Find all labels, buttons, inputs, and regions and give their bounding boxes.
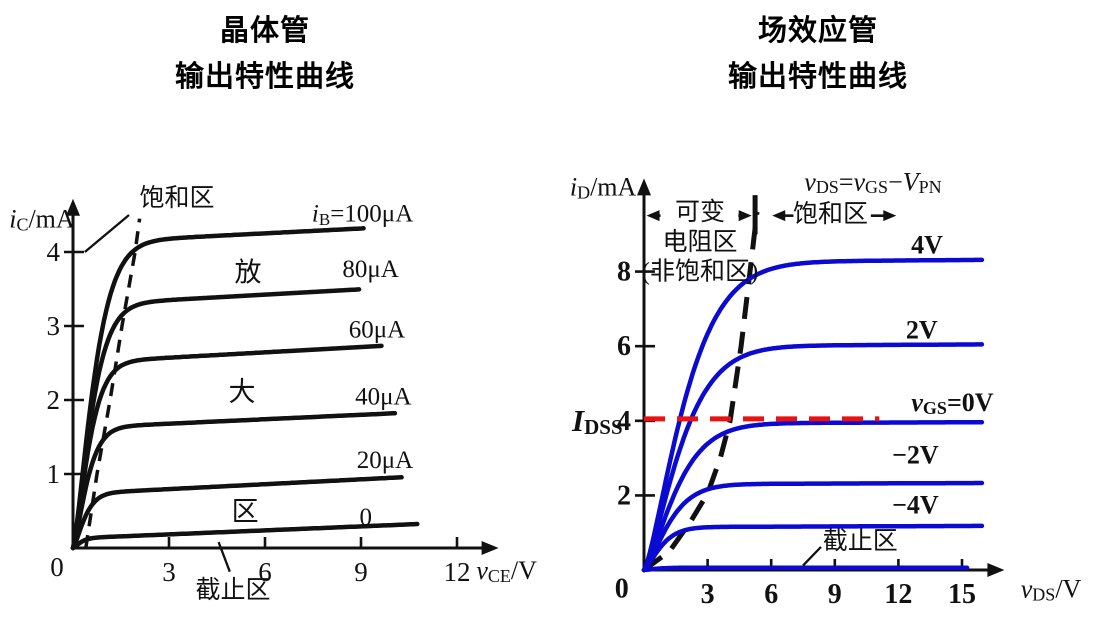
saturation-boundary-dashed — [84, 218, 142, 549]
x-tick-label: 3 — [162, 557, 176, 587]
curve-vgs-2v — [641, 342, 985, 573]
x-tick-label: 3 — [701, 579, 715, 610]
left-chart-title-line2: 输出特性曲线 — [174, 61, 355, 93]
right-chart-title-line2: 输出特性曲线 — [727, 61, 908, 93]
y-tick-label: 6 — [617, 331, 631, 362]
idss-label: IDSS — [571, 403, 623, 439]
curve-label-ib-40uA: 40μA — [355, 383, 411, 410]
fet-output-chart: 3 6 9 12 15 2 4 6 8 0 vDS/V iD/mA 4V 2V vGS=0V −2V −4V vD… — [570, 167, 1082, 610]
curve-vgs-4v — [641, 257, 985, 573]
x-axis-label: vDS/V — [1021, 574, 1082, 604]
curve-label-vgs-0v: vGS=0V — [911, 388, 993, 418]
cutoff-pointer — [217, 541, 231, 573]
pinchoff-boundary-dashed — [642, 211, 760, 573]
y-tick-label: 2 — [617, 480, 631, 511]
x-tick-label: 6 — [764, 579, 778, 610]
y-tick-label: 2 — [47, 385, 61, 415]
left-chart-title-line1: 晶体管 — [219, 15, 310, 47]
y-tick-label: 3 — [47, 311, 61, 341]
range-arrow-left-in-head — [646, 210, 660, 222]
y-axis-label: iC/mA — [9, 204, 75, 234]
x-tick-label: 9 — [354, 557, 368, 587]
y-tick-label: 4 — [617, 405, 631, 436]
cutoff-pointer — [802, 546, 822, 567]
origin-label: 0 — [50, 552, 64, 582]
curve-ib-100uA — [70, 226, 366, 551]
y-axis-arrow — [637, 178, 651, 196]
curve-label-ib-60uA: 60μA — [349, 316, 405, 343]
cutoff-region-label: 截止区 — [195, 576, 270, 604]
range-arrow-right-out-head — [883, 210, 897, 222]
y-axis-arrow — [66, 198, 80, 216]
x-tick-label: 12 — [884, 579, 912, 610]
curve-vgs-neg2v — [641, 480, 985, 573]
range-arrow-right-in-head — [772, 210, 786, 222]
saturation-pointer — [84, 214, 130, 253]
curve-label-vgs-neg2v: −2V — [892, 440, 939, 469]
x-tick-label: 6 — [258, 557, 272, 587]
x-tick-label: 9 — [828, 579, 842, 610]
curve-ib-80uA — [70, 287, 362, 551]
variable-resistance-line1: 可变 — [675, 197, 725, 225]
curve-ib-40uA — [70, 410, 398, 551]
curve-ib-0 — [70, 521, 420, 551]
x-tick-label: 12 — [444, 557, 471, 587]
saturation-region-label: 饱和区 — [793, 199, 868, 227]
variable-resistance-line3: (非饱和区) — [642, 257, 759, 285]
right-chart-title-line1: 场效应管 — [757, 15, 878, 47]
boundary-equation: vDS=vGS−VPN — [804, 167, 941, 197]
curve-label-vgs-2v: 2V — [906, 315, 938, 344]
saturation-region-label: 饱和区 — [139, 183, 214, 211]
amplification-char-2: 大 — [228, 377, 255, 407]
curve-label-ib-20uA: 20μA — [357, 446, 413, 473]
curve-label-vgs-4v: 4V — [911, 230, 943, 259]
x-axis-arrow — [481, 541, 499, 555]
variable-resistance-line2: 电阻区 — [662, 227, 737, 255]
curve-label-ib-100uA: iB=100μA — [312, 200, 413, 229]
x-axis-label: vCE/V — [476, 556, 537, 586]
curve-vgs-0v — [641, 419, 985, 573]
curve-vgs-neg4v — [641, 523, 985, 573]
x-axis-arrow — [987, 563, 1005, 577]
right-chart-title: 场效应管 输出特性曲线 — [638, 8, 998, 100]
y-tick-label: 1 — [47, 459, 61, 489]
curve-ib-60uA — [70, 343, 384, 551]
range-arrow-left-out-head — [738, 210, 752, 222]
origin-label: 0 — [615, 573, 629, 604]
curve-label-ib-80uA: 80μA — [342, 256, 398, 283]
amplification-char-3: 区 — [232, 497, 259, 527]
x-tick-label: 15 — [948, 579, 976, 610]
curve-ib-20uA — [70, 475, 404, 551]
curve-label-vgs-neg4v: −4V — [892, 490, 939, 519]
amplification-char-1: 放 — [235, 258, 262, 288]
y-axis-label: iD/mA — [570, 172, 637, 202]
y-tick-label: 8 — [617, 256, 631, 287]
cutoff-region-label: 截止区 — [823, 526, 898, 554]
left-chart-title: 晶体管 输出特性曲线 — [85, 8, 445, 100]
y-tick-label: 4 — [47, 237, 61, 267]
curve-vgs-cutoff — [641, 565, 970, 573]
curve-label-ib-0: 0 — [360, 503, 373, 530]
